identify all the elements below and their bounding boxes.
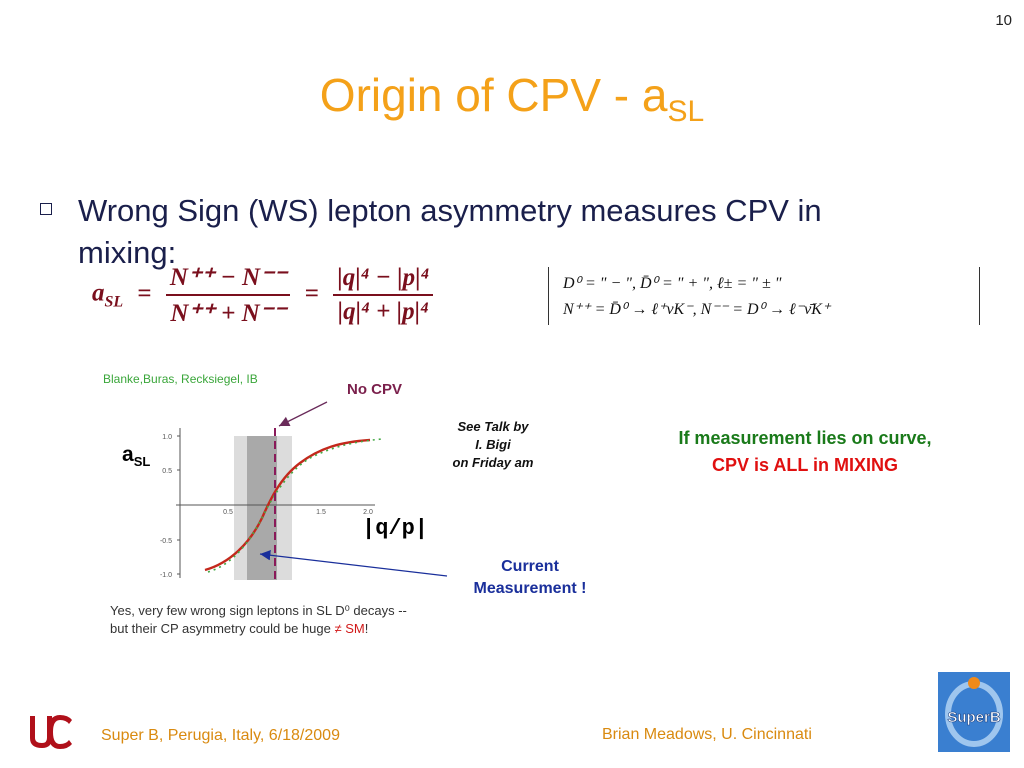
- x-tick-label: 2.0: [363, 509, 373, 516]
- plot-footnote: Yes, very few wrong sign leptons in SL D…: [110, 602, 407, 638]
- definition-line-2: N⁺⁺ = D̄⁰ → ℓ⁺νK⁻, N⁻⁻ = D⁰ → ℓ⁻ν̄K⁺: [563, 301, 831, 318]
- qp-fraction-denominator: |q|⁴ + |p|⁴: [337, 298, 429, 325]
- y-tick-label: 0.5: [162, 468, 172, 475]
- conclusion-red: CPV is ALL in MIXING: [711, 455, 899, 475]
- definitions-box: D⁰ = " − ", D̄⁰ = " + ", ℓ± = " ± " N⁺⁺ …: [548, 267, 980, 325]
- qp-fraction-numerator: |q|⁴ − |p|⁴: [333, 264, 434, 296]
- footnote-line-1: Yes, very few wrong sign leptons in SL D…: [110, 603, 407, 618]
- current-measurement-label: Current Measurement !: [450, 556, 610, 600]
- y-tick-label: -0.5: [160, 538, 172, 545]
- bullet-square-icon: [40, 203, 52, 215]
- equation-lhs-sub: SL: [104, 293, 124, 311]
- conclusion-green: If measurement lies on curve,: [678, 428, 932, 448]
- y-ticks: 1.0 0.5 -0.5 -1.0: [160, 434, 180, 579]
- see-talk-line: I. Bigi: [475, 437, 511, 452]
- equation-lhs: a: [92, 279, 105, 307]
- count-fraction-numerator: N⁺⁺ − N⁻⁻: [165, 262, 291, 296]
- y-tick-label: 1.0: [162, 434, 172, 441]
- asymmetry-curve: [204, 438, 371, 572]
- no-cpv-arrow: [278, 401, 328, 427]
- qp-fraction: |q|⁴ − |p|⁴ |q|⁴ + |p|⁴: [333, 264, 434, 326]
- definition-line-1: D⁰ = " − ", D̄⁰ = " + ", ℓ± = " ± ": [563, 275, 782, 292]
- count-fraction: N⁺⁺ − N⁻⁻ N⁺⁺ + N⁻⁻: [165, 262, 291, 328]
- no-cpv-label: No CPV: [347, 381, 403, 398]
- qp-axis-label: |q/p|: [362, 516, 429, 541]
- slide-title: Origin of CPV - aSL: [0, 68, 1024, 129]
- y-tick-label: -1.0: [160, 572, 172, 579]
- footnote-sm-text: ≠ SM: [334, 621, 365, 636]
- asymmetry-equation: aSL = N⁺⁺ − N⁻⁻ N⁺⁺ + N⁻⁻ = |q|⁴ − |p|⁴ …: [92, 262, 434, 328]
- uc-logo: [26, 710, 76, 754]
- title-main: Origin of CPV - a: [319, 69, 668, 121]
- current-measurement-arrow: [259, 550, 448, 577]
- plot-caption: Blanke,Buras, Recksiegel, IB: [103, 372, 258, 386]
- bullet-text: Wrong Sign (WS) lepton asymmetry measure…: [78, 193, 822, 270]
- current-measurement-line: Current: [501, 558, 559, 575]
- scatter-points: [207, 438, 383, 573]
- page-number: 10: [995, 12, 1012, 29]
- asl-label-main: a: [122, 443, 134, 466]
- asl-label-sub: SL: [133, 454, 151, 470]
- footnote-line-2: but their CP asymmetry could be huge ≠ S…: [110, 620, 407, 638]
- count-fraction-denominator: N⁺⁺ + N⁻⁻: [170, 300, 287, 327]
- conclusion-text: If measurement lies on curve, CPV is ALL…: [660, 425, 950, 479]
- equals-sign-2: =: [304, 279, 319, 307]
- superb-logo: SuperB: [938, 672, 1010, 752]
- see-talk-line: on Friday am: [452, 455, 534, 470]
- footer-right: Brian Meadows, U. Cincinnati: [602, 726, 812, 743]
- current-measurement-line: Measurement !: [473, 580, 587, 597]
- footnote-line-2-end: !: [364, 621, 369, 636]
- see-talk-note: See Talk by I. Bigi on Friday am: [430, 418, 556, 472]
- title-subscript: SL: [667, 95, 705, 128]
- footer-left: Super B, Perugia, Italy, 6/18/2009: [101, 727, 340, 744]
- x-tick-label: 1.5: [316, 509, 326, 516]
- x-ticks: 0.5 1.5 2.0: [223, 509, 373, 516]
- equals-sign: =: [137, 279, 152, 307]
- footnote-line-2-text: but their CP asymmetry could be huge: [110, 621, 335, 636]
- x-tick-label: 0.5: [223, 509, 233, 516]
- asl-axis-label: aSL: [122, 443, 150, 469]
- see-talk-line: See Talk by: [457, 419, 529, 434]
- superb-logo-text: SuperB: [947, 709, 1001, 726]
